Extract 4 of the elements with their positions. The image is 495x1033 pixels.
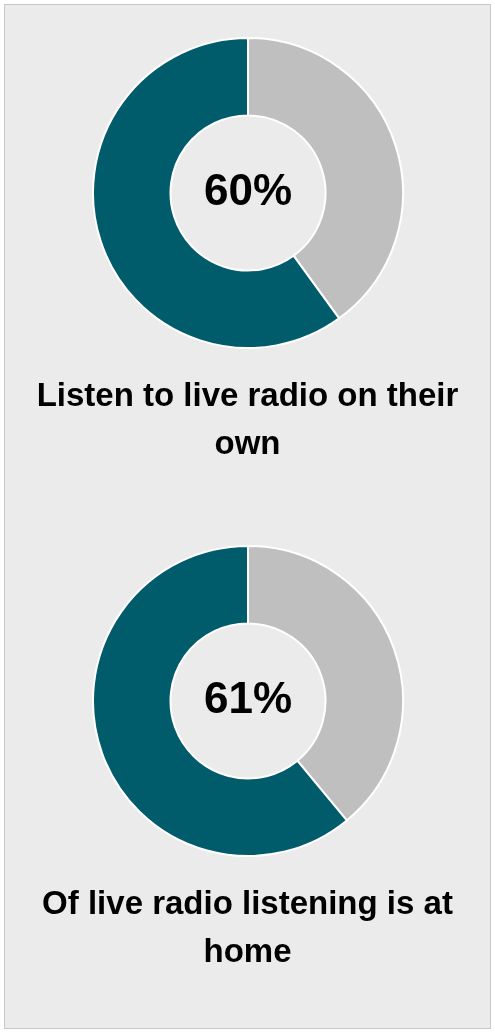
text: Of live radio listening is at home bbox=[41, 883, 454, 971]
data-label: 60% bbox=[203, 165, 292, 215]
data-label: 61% bbox=[203, 673, 292, 723]
text: Listen to live radio on their own bbox=[35, 375, 460, 463]
